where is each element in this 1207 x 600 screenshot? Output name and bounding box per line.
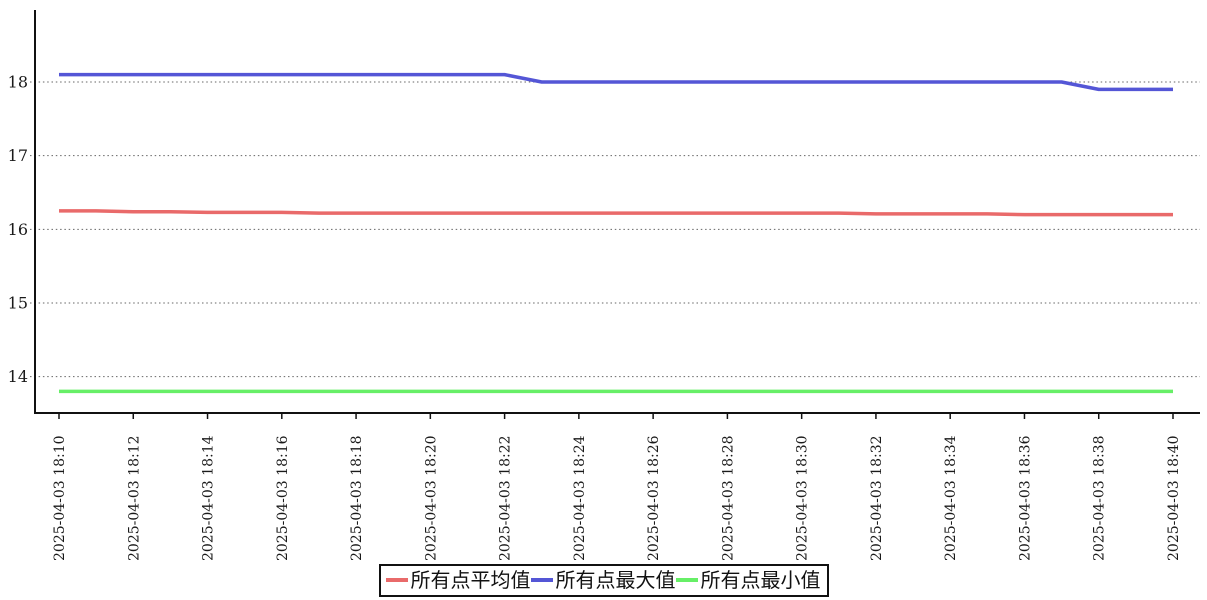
legend-item-avg: 所有点平均值 <box>385 567 531 593</box>
x-tick-label: 2025-04-03 18:32 <box>869 435 885 561</box>
x-tick-label: 2025-04-03 18:36 <box>1017 435 1033 561</box>
x-tick-label: 2025-04-03 18:20 <box>423 435 439 561</box>
legend-label-min: 所有点最小值 <box>700 568 821 592</box>
x-tick-label: 2025-04-03 18:38 <box>1092 435 1108 561</box>
x-tick-label: 2025-04-03 18:28 <box>720 435 736 561</box>
avg-line-swatch-icon <box>385 578 408 582</box>
max-line-swatch-icon <box>530 578 553 582</box>
x-tick-label: 2025-04-03 18:12 <box>126 435 142 561</box>
x-tick-label: 2025-04-03 18:10 <box>52 435 68 561</box>
series-max-line <box>59 72 1173 92</box>
series-avg-line <box>59 209 1173 217</box>
legend-item-max: 所有点最大值 <box>530 567 676 593</box>
y-tick-label-16: 16 <box>8 220 28 239</box>
legend-label-avg: 所有点平均值 <box>410 568 531 592</box>
x-tick-label: 2025-04-03 18:22 <box>498 435 514 561</box>
min-line-swatch-icon <box>675 578 698 582</box>
x-tick-label: 2025-04-03 18:30 <box>795 435 811 561</box>
x-tick-label: 2025-04-03 18:14 <box>201 435 217 561</box>
x-tick-label: 2025-04-03 18:26 <box>646 435 662 561</box>
y-tick-label-18: 18 <box>8 73 28 92</box>
x-tick-label: 2025-04-03 18:40 <box>1166 435 1182 561</box>
legend-label-max: 所有点最大值 <box>555 568 676 592</box>
y-tick-label-15: 15 <box>8 294 28 313</box>
x-tick-label: 2025-04-03 18:18 <box>349 435 365 561</box>
x-tick-label: 2025-04-03 18:16 <box>275 435 291 561</box>
chart-legend: 所有点平均值 所有点最大值 所有点最小值 <box>378 564 829 597</box>
legend-item-min: 所有点最小值 <box>675 567 821 593</box>
x-tick-label: 2025-04-03 18:24 <box>572 435 588 561</box>
y-tick-label-14: 14 <box>8 367 28 386</box>
x-tick-label: 2025-04-03 18:34 <box>943 435 959 561</box>
y-tick-label-17: 17 <box>8 146 28 165</box>
